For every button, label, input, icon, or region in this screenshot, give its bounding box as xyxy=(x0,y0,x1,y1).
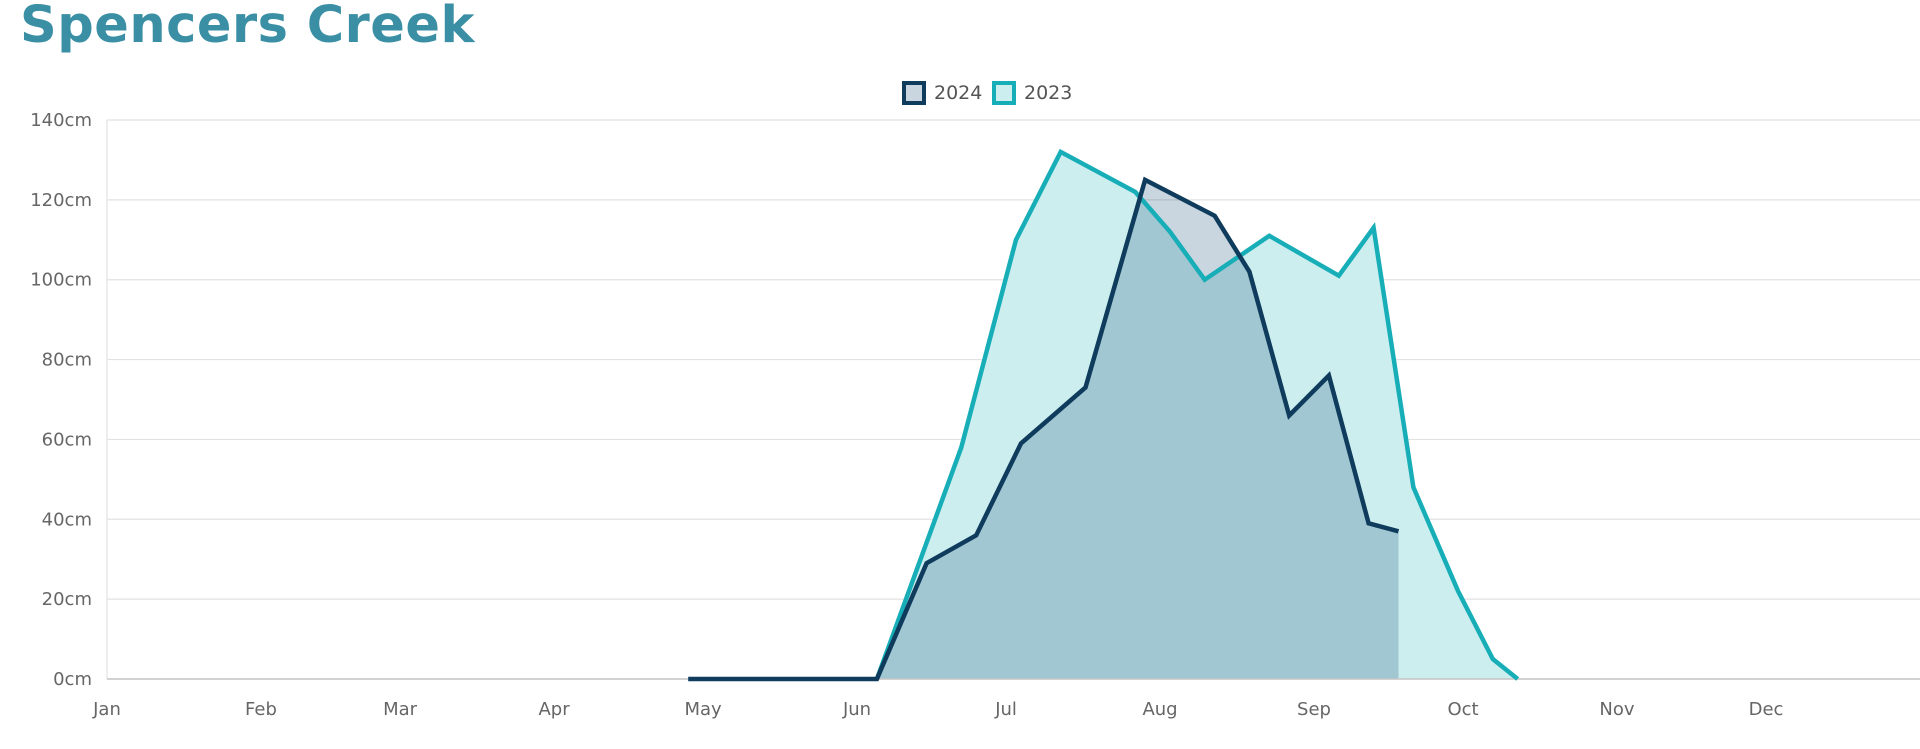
x-tick-label-mar: Mar xyxy=(383,699,418,720)
series-line-2024 xyxy=(688,176,1400,682)
area-fills xyxy=(688,151,1518,679)
x-tick-label-dec: Dec xyxy=(1749,699,1784,720)
legend-label-2024: 2024 xyxy=(934,82,983,104)
legend-swatch-2024 xyxy=(902,81,926,105)
x-axis-tick-labels: Jan Feb Mar Apr May Jun Jul Aug Sep Oct Nov Dec xyxy=(92,699,1783,720)
y-tick-label-0: 0cm xyxy=(53,669,92,690)
y-tick-label-100: 100cm xyxy=(30,270,92,291)
area-fill-2024 xyxy=(688,179,1399,679)
legend-item-2024[interactable]: 2024 xyxy=(902,77,982,109)
x-tick-label-jun: Jun xyxy=(842,699,871,720)
chart-title: Spencers Creek xyxy=(20,0,475,55)
y-tick-label-80: 80cm xyxy=(42,350,92,371)
y-tick-label-60: 60cm xyxy=(42,429,92,450)
x-tick-label-oct: Oct xyxy=(1447,699,1478,720)
y-tick-label-140: 140cm xyxy=(30,110,92,131)
y-axis-tick-labels: 0cm 20cm 40cm 60cm 80cm 100cm 120cm 140cm xyxy=(30,110,92,690)
legend-swatch-2023 xyxy=(992,81,1016,105)
chart-legend: 2024 2023 xyxy=(0,77,1920,109)
x-tick-label-sep: Sep xyxy=(1297,699,1331,720)
y-tick-label-40: 40cm xyxy=(42,509,92,530)
x-tick-label-may: May xyxy=(684,699,722,720)
axes xyxy=(106,120,1920,680)
x-tick-label-feb: Feb xyxy=(245,699,277,720)
legend-item-2023[interactable]: 2023 xyxy=(992,77,1072,109)
x-tick-label-jan: Jan xyxy=(92,699,121,720)
legend-label-2023: 2023 xyxy=(1024,82,1073,104)
x-tick-label-jul: Jul xyxy=(994,699,1017,720)
y-tick-label-20: 20cm xyxy=(42,589,92,610)
series-lines xyxy=(688,148,1520,682)
x-tick-label-nov: Nov xyxy=(1599,699,1634,720)
series-line-2023 xyxy=(874,148,1520,681)
x-tick-label-aug: Aug xyxy=(1142,699,1177,720)
x-tick-label-apr: Apr xyxy=(538,699,570,720)
y-tick-label-120: 120cm xyxy=(30,190,92,211)
